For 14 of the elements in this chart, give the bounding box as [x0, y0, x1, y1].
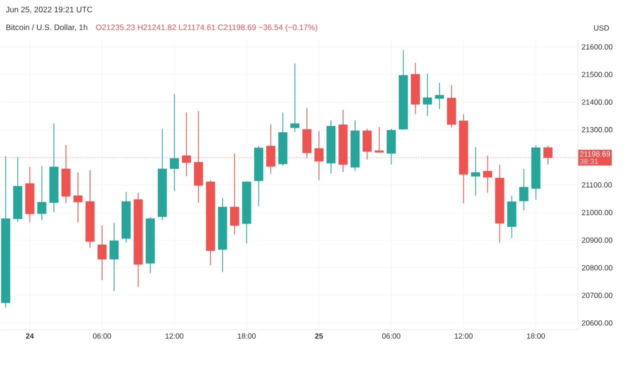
candlestick	[290, 63, 300, 132]
candlestick	[73, 172, 83, 223]
candlestick	[422, 73, 432, 116]
candlestick	[386, 128, 396, 165]
candlestick	[194, 110, 204, 204]
candlestick	[170, 94, 179, 192]
candlestick	[374, 126, 384, 153]
candlestick	[471, 146, 480, 196]
candlestick	[98, 225, 107, 281]
candlestick	[37, 166, 46, 221]
candlestick	[519, 168, 528, 211]
candlestick	[434, 82, 444, 110]
candlestick	[110, 222, 119, 292]
candlestick	[483, 155, 492, 194]
